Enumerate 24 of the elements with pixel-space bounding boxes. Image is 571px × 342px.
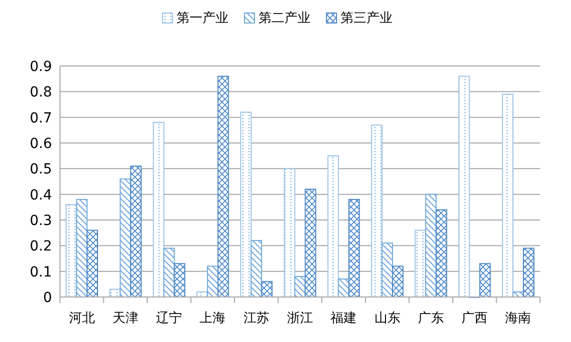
x-tick-label: 山东 (374, 311, 400, 326)
y-tick-label: 0.9 (30, 59, 52, 75)
legend-label: 第二产业 (258, 11, 310, 26)
y-tick-label: 0 (43, 290, 52, 306)
x-tick-label: 广西 (462, 311, 488, 326)
x-tick-label: 上海 (200, 311, 226, 326)
x-tick-label: 浙江 (287, 311, 313, 326)
y-tick-label: 0.6 (30, 136, 52, 152)
x-tick-label: 海南 (505, 311, 532, 326)
y-tick-label: 0.3 (30, 213, 52, 229)
y-tick-label: 0.8 (30, 84, 52, 101)
y-tick-label: 0.7 (30, 110, 52, 126)
legend-label: 第三产业 (340, 11, 392, 26)
x-tick-label: 福建 (330, 311, 357, 326)
legend-label: 第一产业 (176, 11, 228, 26)
y-tick-label: 0.4 (30, 187, 52, 204)
x-tick-label: 天津 (112, 311, 138, 326)
x-tick-label: 广东 (418, 311, 444, 326)
y-tick-label: 0.2 (30, 238, 52, 255)
y-tick-label: 0.5 (30, 162, 52, 178)
y-tick-label: 0.1 (30, 264, 52, 280)
x-tick-label: 江苏 (243, 311, 270, 326)
x-tick-label: 河北 (68, 311, 95, 326)
x-tick-label: 辽宁 (156, 310, 182, 326)
